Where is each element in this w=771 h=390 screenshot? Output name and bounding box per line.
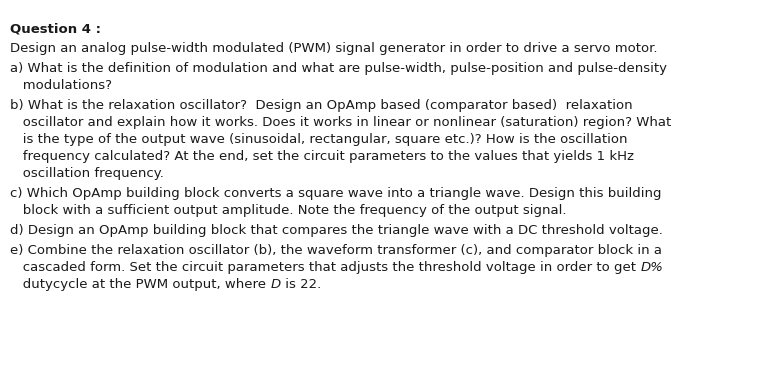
Text: D%: D% <box>640 261 663 274</box>
Text: d) Design an OpAmp building block that compares the triangle wave with a DC thre: d) Design an OpAmp building block that c… <box>10 224 663 237</box>
Text: Question 4 :: Question 4 : <box>10 22 101 35</box>
Text: is the type of the output wave (sinusoidal, rectangular, square etc.)? How is th: is the type of the output wave (sinusoid… <box>10 133 628 146</box>
Text: oscillation frequency.: oscillation frequency. <box>10 167 164 180</box>
Text: Design an analog pulse-width modulated (PWM) signal generator in order to drive : Design an analog pulse-width modulated (… <box>10 42 658 55</box>
Text: dutycycle at the PWM output, where: dutycycle at the PWM output, where <box>10 278 271 291</box>
Text: e) Combine the relaxation oscillator (b), the waveform transformer (c), and comp: e) Combine the relaxation oscillator (b)… <box>10 244 662 257</box>
Text: cascaded form. Set the circuit parameters that adjusts the threshold voltage in : cascaded form. Set the circuit parameter… <box>10 261 640 274</box>
Text: D: D <box>271 278 281 291</box>
Text: block with a sufficient output amplitude. Note the frequency of the output signa: block with a sufficient output amplitude… <box>10 204 567 217</box>
Text: oscillator and explain how it works. Does it works in linear or nonlinear (satur: oscillator and explain how it works. Doe… <box>10 116 672 129</box>
Text: a) What is the definition of modulation and what are pulse-width, pulse-position: a) What is the definition of modulation … <box>10 62 667 75</box>
Text: frequency calculated? At the end, set the circuit parameters to the values that : frequency calculated? At the end, set th… <box>10 150 634 163</box>
Text: is 22.: is 22. <box>281 278 321 291</box>
Text: modulations?: modulations? <box>10 79 112 92</box>
Text: b) What is the relaxation oscillator?  Design an OpAmp based (comparator based) : b) What is the relaxation oscillator? De… <box>10 99 633 112</box>
Text: c) Which OpAmp building block converts a square wave into a triangle wave. Desig: c) Which OpAmp building block converts a… <box>10 187 662 200</box>
